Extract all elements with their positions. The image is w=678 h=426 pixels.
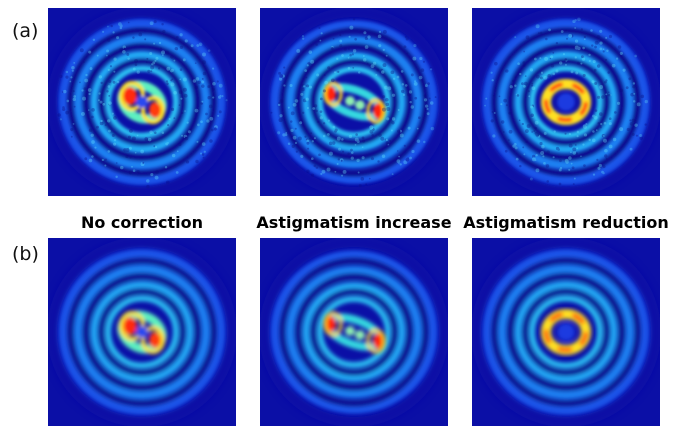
- caption-astigmatism-reduction: Astigmatism reduction: [463, 213, 669, 232]
- caption-no-correction: No correction: [80, 213, 204, 232]
- intensity-map-b-astigmatism-reduction: [472, 238, 660, 426]
- caption-astigmatism-increase: Astigmatism increase: [256, 213, 452, 232]
- intensity-map-a-no-correction: [48, 8, 236, 196]
- intensity-map-a-astigmatism-increase: [260, 8, 448, 196]
- intensity-map-b-astigmatism-increase: [260, 238, 448, 426]
- row-label-a: (a): [12, 20, 39, 42]
- intensity-map-a-astigmatism-reduction: [472, 8, 660, 196]
- intensity-map-b-no-correction: [48, 238, 236, 426]
- row-label-b: (b): [12, 243, 39, 265]
